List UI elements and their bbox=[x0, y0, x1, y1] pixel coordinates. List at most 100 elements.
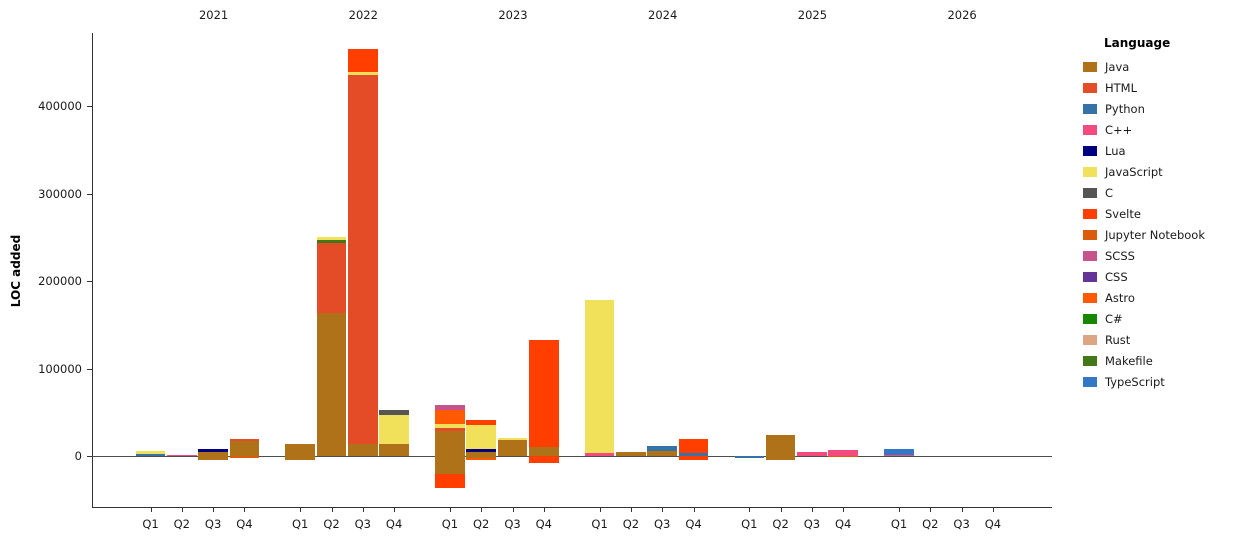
quarter-tick-label: Q4 bbox=[685, 517, 702, 531]
quarter-tick-label: Q1 bbox=[441, 517, 459, 531]
bar-segment-2026-Q1-typescript bbox=[884, 448, 914, 455]
bar-segment-2023-Q4-svelte bbox=[529, 339, 559, 448]
x-tick-mark bbox=[300, 508, 302, 512]
x-axis-spine bbox=[92, 507, 1052, 508]
bar-segment-2023-Q2-astro bbox=[466, 458, 496, 461]
quarter-tick-label: Q4 bbox=[385, 517, 403, 531]
legend-item-label: Makefile bbox=[1105, 353, 1153, 368]
y-tick-label: 300000 bbox=[38, 186, 82, 201]
legend-swatch-icon bbox=[1083, 250, 1097, 261]
legend-rows: Java HTML Python C++ Lua JavaScript C Svelte Jup… bbox=[1076, 56, 1236, 392]
bar-segment-2021-Q4-html bbox=[229, 438, 260, 442]
bar-segment-2024-Q3-java bbox=[647, 450, 677, 456]
quarter-tick-label: Q3 bbox=[953, 517, 970, 531]
bar-segment-2024-Q3-python bbox=[647, 446, 677, 451]
quarter-tick-label: Q2 bbox=[173, 517, 190, 531]
legend-swatch-icon bbox=[1083, 103, 1097, 114]
bar-segment-2022-Q3-javascript bbox=[348, 71, 378, 76]
quarter-tick-label: Q3 bbox=[204, 517, 222, 531]
bar-segment-2023-Q2-javascript bbox=[466, 425, 496, 449]
bar-segment-2025-Q4-c- bbox=[828, 450, 858, 456]
legend-item-label: Rust bbox=[1105, 332, 1131, 347]
bar-segment-2023-Q3-java bbox=[497, 440, 528, 456]
legend-item-c-: C++ bbox=[1076, 119, 1236, 140]
y-axis-title: LOC added bbox=[9, 234, 23, 308]
legend: Language Java HTML Python C++ Lua JavaScript C… bbox=[1076, 36, 1236, 392]
bar-segment-2021-Q3-java bbox=[198, 451, 228, 456]
bar-segment-2024-Q1-c- bbox=[584, 453, 615, 456]
bar-segment-2022-Q2-html bbox=[316, 242, 347, 313]
legend-item-css: CSS bbox=[1076, 266, 1236, 287]
y-tick-label: 0 bbox=[74, 449, 82, 463]
bar-segment-2023-Q1-java bbox=[435, 430, 465, 456]
legend-item-svelte: Svelte bbox=[1076, 203, 1236, 224]
quarter-tick-label: Q4 bbox=[984, 517, 1002, 531]
quarter-tick-label: Q3 bbox=[654, 517, 671, 531]
y-tick-mark bbox=[87, 193, 92, 195]
bar-segment-2023-Q3-javascript bbox=[497, 437, 528, 441]
bar-segment-2022-Q3-java bbox=[348, 443, 378, 456]
bar-segment-2023-Q1-java bbox=[435, 456, 465, 474]
year-tick-label: 2026 bbox=[947, 8, 977, 22]
quarter-tick-label: Q3 bbox=[354, 517, 371, 531]
year-tick-label: 2025 bbox=[797, 8, 828, 22]
y-axis-spine bbox=[92, 33, 93, 508]
legend-swatch-icon bbox=[1083, 187, 1097, 198]
legend-swatch-icon bbox=[1083, 376, 1097, 387]
bar-segment-2021-Q3-java bbox=[198, 456, 228, 460]
bar-segment-2023-Q1-scss bbox=[435, 404, 465, 410]
legend-swatch-icon bbox=[1083, 145, 1097, 156]
legend-item-python: Python bbox=[1076, 98, 1236, 119]
bar-segment-2022-Q1-java bbox=[285, 443, 315, 456]
bar-segment-2022-Q4-java bbox=[379, 444, 409, 456]
quarter-tick-label: Q3 bbox=[803, 517, 821, 531]
legend-title: Language bbox=[1104, 36, 1171, 50]
y-tick-mark bbox=[87, 281, 92, 282]
quarter-tick-label: Q2 bbox=[473, 517, 490, 531]
x-tick-mark bbox=[693, 508, 695, 512]
bar-segment-2026-Q1-c- bbox=[884, 454, 914, 456]
legend-swatch-icon bbox=[1083, 208, 1097, 219]
legend-item-java: Java bbox=[1076, 56, 1236, 77]
bar-segment-2025-Q3-c- bbox=[797, 452, 827, 456]
bar-segment-2023-Q1-javascript bbox=[435, 423, 465, 428]
quarter-tick-label: Q1 bbox=[591, 517, 608, 531]
year-tick-label: 2022 bbox=[348, 8, 378, 22]
legend-swatch-icon bbox=[1083, 271, 1097, 282]
x-tick-mark bbox=[512, 508, 514, 512]
quarter-tick-label: Q4 bbox=[236, 517, 253, 531]
x-tick-mark bbox=[543, 508, 545, 512]
legend-item-label: JavaScript bbox=[1105, 164, 1163, 179]
bar-segment-2023-Q2-java bbox=[466, 452, 496, 456]
legend-item-javascript: JavaScript bbox=[1076, 161, 1236, 182]
bar-segment-2021-Q4-java bbox=[229, 441, 260, 456]
legend-swatch-icon bbox=[1083, 61, 1097, 72]
legend-item-label: Astro bbox=[1105, 290, 1135, 305]
bar-segment-2021-Q3-lua bbox=[198, 449, 228, 452]
bar-segment-2025-Q1-python bbox=[734, 456, 765, 458]
legend-item-label: C# bbox=[1105, 311, 1123, 326]
legend-item-scss: SCSS bbox=[1076, 245, 1236, 266]
quarter-tick-label: Q1 bbox=[890, 517, 908, 531]
bar-segment-2023-Q2-lua bbox=[466, 449, 496, 453]
legend-item-label: Jupyter Notebook bbox=[1105, 227, 1206, 242]
legend-swatch-icon bbox=[1083, 334, 1097, 345]
x-tick-mark bbox=[811, 508, 813, 512]
legend-swatch-icon bbox=[1083, 229, 1097, 240]
x-tick-mark bbox=[899, 508, 900, 512]
bar-segment-2024-Q4-svelte bbox=[678, 438, 709, 454]
legend-item-label: Python bbox=[1105, 101, 1145, 116]
legend-item-c-: C# bbox=[1076, 308, 1236, 329]
legend-swatch-icon bbox=[1083, 313, 1097, 324]
year-tick-label: 2021 bbox=[198, 8, 229, 22]
bar-segment-2025-Q4-jupyter-notebook bbox=[828, 456, 858, 458]
legend-item-label: Svelte bbox=[1105, 206, 1141, 221]
zero-baseline bbox=[92, 456, 1052, 457]
bar-segment-2022-Q2-java bbox=[316, 312, 347, 456]
legend-item-label: HTML bbox=[1105, 80, 1138, 95]
bar-segment-2022-Q1-java bbox=[285, 456, 315, 461]
legend-item-lua: Lua bbox=[1076, 140, 1236, 161]
quarter-tick-label: Q2 bbox=[323, 517, 340, 531]
y-tick-label: 400000 bbox=[38, 99, 82, 113]
